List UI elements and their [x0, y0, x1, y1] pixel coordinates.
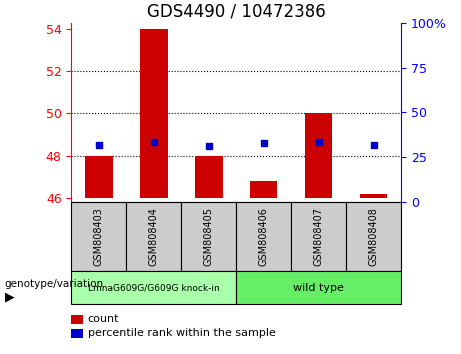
Text: genotype/variation: genotype/variation — [5, 279, 104, 289]
Text: GSM808405: GSM808405 — [204, 207, 214, 266]
Text: GSM808407: GSM808407 — [313, 207, 324, 266]
Text: wild type: wild type — [293, 282, 344, 293]
Bar — [126, 202, 181, 271]
Bar — [181, 202, 236, 271]
Text: percentile rank within the sample: percentile rank within the sample — [88, 329, 276, 338]
Text: count: count — [88, 314, 119, 324]
Bar — [85, 155, 112, 198]
Text: GSM808406: GSM808406 — [259, 207, 269, 266]
Text: LmnaG609G/G609G knock-in: LmnaG609G/G609G knock-in — [88, 283, 220, 292]
Bar — [140, 29, 168, 198]
Bar — [71, 202, 126, 271]
Bar — [236, 202, 291, 271]
Text: GSM808408: GSM808408 — [369, 207, 378, 266]
Bar — [195, 155, 223, 198]
Title: GDS4490 / 10472386: GDS4490 / 10472386 — [147, 2, 325, 20]
Bar — [360, 194, 387, 198]
Bar — [305, 113, 332, 198]
Bar — [71, 271, 236, 304]
Text: GSM808404: GSM808404 — [149, 207, 159, 266]
Bar — [291, 202, 346, 271]
Bar — [346, 202, 401, 271]
Bar — [236, 271, 401, 304]
Text: GSM808403: GSM808403 — [94, 207, 104, 266]
Bar — [250, 181, 278, 198]
Text: ▶: ▶ — [5, 290, 14, 303]
